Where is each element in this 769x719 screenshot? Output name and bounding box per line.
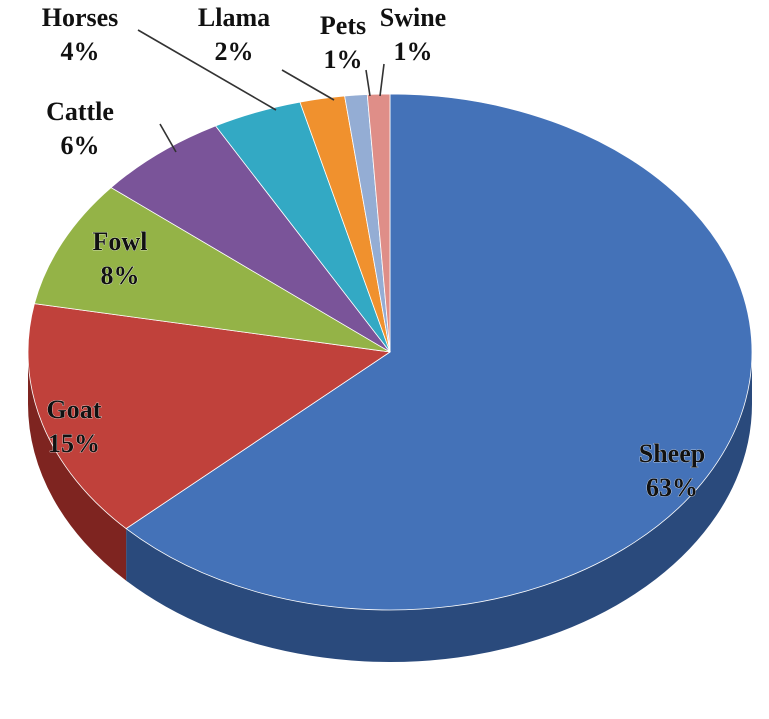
slice-label-fowl: Fowl xyxy=(93,227,148,256)
slice-percent-fowl: 8% xyxy=(101,261,140,290)
slice-percent-goat: 15% xyxy=(48,429,100,458)
slice-label-horses: Horses xyxy=(42,3,119,32)
slice-percent-sheep: 63% xyxy=(646,473,698,502)
slice-label-cattle: Cattle xyxy=(46,97,114,126)
slice-labels: Sheep 63% Goat 15% Fowl 8% Cattle 6% Horses 4% Lla… xyxy=(41,3,705,503)
slice-percent-pets: 1% xyxy=(324,45,363,74)
pie-slice-swine xyxy=(366,93,391,353)
leader-line-cattle xyxy=(159,123,177,153)
pie-slice-goat xyxy=(27,303,392,530)
pie-tops xyxy=(27,93,753,611)
leader-line-swine xyxy=(379,63,385,97)
slice-label-llama: Llama xyxy=(198,3,270,32)
slice-percent-horses: 4% xyxy=(61,37,100,66)
slice-percent-llama: 2% xyxy=(215,37,254,66)
leader-line-llama xyxy=(281,69,335,101)
leader-lines xyxy=(137,29,385,153)
pie-slice-sheep xyxy=(125,93,753,611)
slice-percent-cattle: 6% xyxy=(61,131,100,160)
pie-side-goat xyxy=(28,352,127,581)
pie-sides xyxy=(28,352,753,662)
leader-line-horses xyxy=(137,29,277,111)
pie-slice-fowl xyxy=(33,187,391,353)
pie-side-sheep xyxy=(126,352,753,662)
slice-label-pets: Pets xyxy=(320,11,366,40)
slice-percent-swine: 1% xyxy=(394,37,433,66)
leader-line-pets xyxy=(365,69,371,97)
slice-label-sheep: Sheep xyxy=(639,439,705,468)
slice-label-goat: Goat xyxy=(47,395,102,424)
slice-label-swine: Swine xyxy=(380,3,446,32)
pie-slice-cattle xyxy=(110,125,391,353)
